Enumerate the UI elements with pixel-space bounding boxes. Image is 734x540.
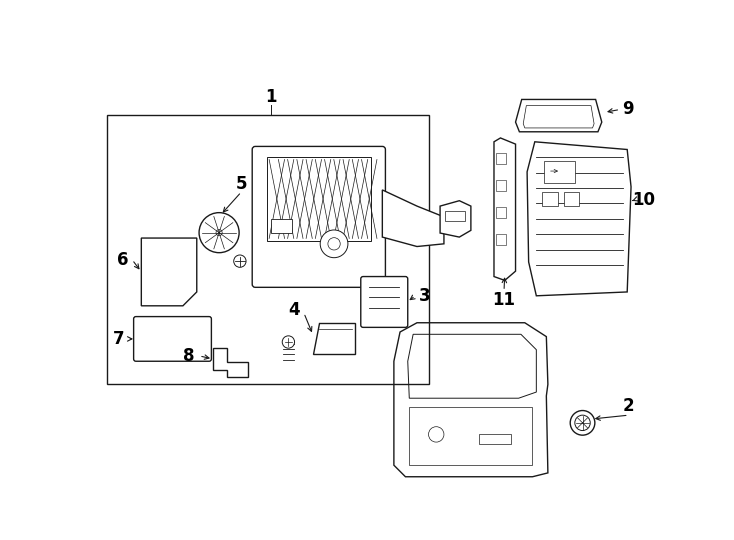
Polygon shape	[213, 348, 247, 377]
Bar	[564, 192, 579, 206]
Circle shape	[575, 415, 590, 430]
Circle shape	[320, 230, 348, 258]
Bar	[544, 161, 575, 183]
Bar	[267, 157, 371, 241]
Bar	[496, 153, 506, 164]
Bar	[542, 192, 558, 206]
Text: 4: 4	[288, 301, 299, 319]
Circle shape	[283, 336, 294, 348]
Text: 5: 5	[236, 175, 247, 193]
Text: 7: 7	[112, 330, 124, 348]
Circle shape	[233, 255, 246, 267]
Polygon shape	[527, 142, 631, 296]
Polygon shape	[142, 238, 197, 306]
Polygon shape	[382, 190, 444, 247]
Text: 10: 10	[632, 191, 655, 208]
FancyBboxPatch shape	[361, 276, 408, 327]
Bar	[479, 434, 511, 444]
Circle shape	[199, 213, 239, 253]
Circle shape	[328, 238, 341, 250]
Bar	[107, 115, 429, 384]
Polygon shape	[313, 323, 355, 354]
Text: 8: 8	[184, 347, 195, 365]
Circle shape	[216, 230, 222, 236]
Polygon shape	[523, 106, 594, 128]
Polygon shape	[515, 99, 602, 132]
Circle shape	[570, 410, 595, 435]
Text: 11: 11	[493, 291, 515, 309]
Bar	[446, 212, 465, 221]
Polygon shape	[440, 201, 471, 237]
Bar	[410, 408, 532, 465]
Text: 9: 9	[622, 100, 633, 118]
Bar	[271, 219, 292, 233]
FancyBboxPatch shape	[134, 316, 211, 361]
FancyBboxPatch shape	[252, 146, 385, 287]
Bar	[496, 180, 506, 191]
Text: 1: 1	[265, 88, 277, 106]
Polygon shape	[494, 138, 515, 280]
Bar	[496, 207, 506, 218]
Bar	[496, 234, 506, 245]
Text: 6: 6	[117, 251, 128, 268]
Text: 2: 2	[623, 397, 635, 415]
Text: 3: 3	[419, 287, 431, 305]
